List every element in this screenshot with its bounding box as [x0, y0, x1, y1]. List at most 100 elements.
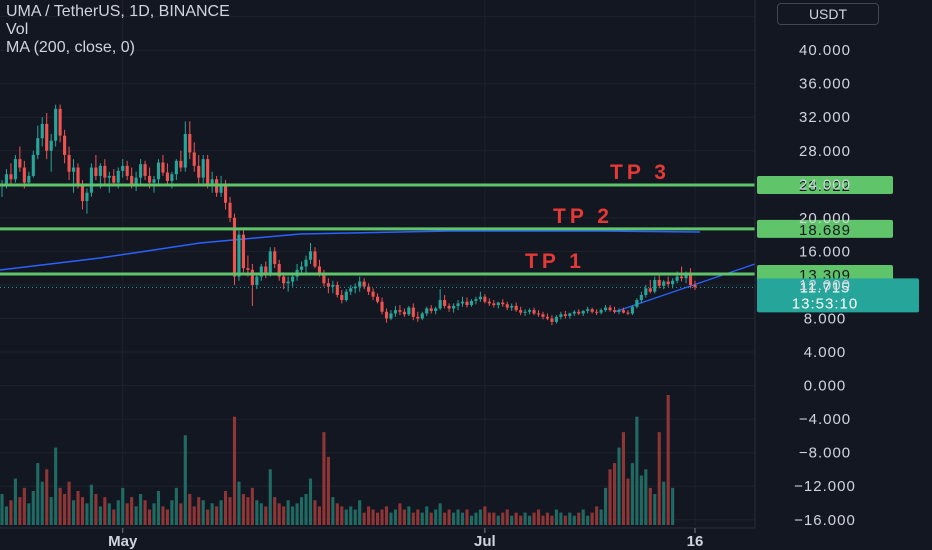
candle-body	[94, 167, 98, 176]
volume-bar	[125, 503, 129, 525]
candle-body	[617, 310, 621, 312]
candle-body	[429, 308, 433, 311]
candle-body	[152, 179, 156, 183]
volume-bar	[528, 515, 532, 525]
candle-body	[282, 276, 286, 284]
candle-body	[54, 108, 58, 141]
candle-body	[362, 281, 366, 287]
candle-body	[599, 310, 603, 313]
candle-body	[528, 310, 532, 312]
candle-body	[58, 108, 62, 136]
candle-body	[349, 288, 353, 292]
volume-bar	[98, 506, 102, 525]
candle-body	[510, 305, 514, 308]
candle-body	[371, 291, 375, 297]
candle-body	[425, 308, 429, 314]
candle-body	[286, 281, 290, 284]
time-axis[interactable]: May Jul 16	[0, 527, 755, 550]
chart-legend: UMA / TetherUS, 1D, BINANCE Vol MA (200,…	[6, 3, 230, 57]
volume-bar	[40, 481, 44, 525]
volume-bar	[487, 512, 491, 525]
candle-body	[13, 159, 17, 180]
candle-body	[40, 123, 44, 139]
candle-body	[134, 177, 138, 185]
volume-bar	[147, 509, 152, 525]
candle-body	[308, 251, 313, 260]
price-tick-label: 20.000	[799, 210, 851, 227]
candle-body	[71, 167, 76, 172]
volume-bar	[192, 506, 196, 525]
ma-200-line	[0, 230, 701, 271]
volume-bar	[31, 490, 35, 525]
volume-bar	[232, 416, 237, 525]
time-tick-label: 16	[687, 533, 704, 550]
vol-indicator-label[interactable]: Vol	[6, 21, 29, 38]
candle-body	[675, 276, 679, 281]
ma-line	[0, 230, 701, 271]
volume-bars	[0, 395, 675, 525]
volume-bar	[469, 515, 474, 525]
candle-body	[125, 165, 129, 176]
candle-body	[174, 160, 178, 175]
candle-body	[335, 284, 339, 296]
candle-body	[49, 140, 53, 151]
candle-body	[112, 175, 116, 183]
volume-bar	[13, 478, 17, 525]
volume-bar	[201, 500, 205, 525]
price-axis[interactable]: 44.00040.00036.00032.00028.00024.00020.0…	[754, 0, 856, 529]
candle-body	[586, 309, 590, 311]
volume-bar	[45, 469, 49, 525]
last-price-countdown: 13:53:10	[792, 295, 858, 312]
price-tick-label: −16.000	[794, 512, 856, 529]
currency-button[interactable]: USDT	[777, 3, 879, 25]
volume-bar	[228, 497, 232, 525]
volume-bar	[304, 494, 308, 525]
candle-body	[474, 299, 478, 301]
candle-body	[27, 175, 31, 183]
candle-body	[340, 295, 344, 301]
volume-bar	[313, 500, 317, 525]
candle-body	[264, 266, 268, 275]
candle-body	[545, 316, 550, 319]
volume-bar	[653, 494, 657, 525]
candle-body	[653, 279, 657, 292]
candle-body	[197, 165, 201, 178]
volume-bar	[219, 500, 223, 525]
volume-bar	[577, 512, 581, 525]
volume-bar	[161, 506, 165, 525]
candle-body	[80, 184, 85, 202]
volume-bar	[581, 509, 585, 525]
candle-body	[63, 135, 67, 155]
volume-bar	[505, 509, 509, 525]
volume-bar	[143, 500, 147, 525]
symbol-title[interactable]: UMA / TetherUS, 1D, BINANCE	[6, 3, 230, 20]
volume-bar	[188, 494, 192, 525]
ma-indicator-label[interactable]: MA (200, close, 0)	[6, 39, 135, 56]
candle-body	[680, 276, 684, 279]
candle-body	[147, 175, 152, 183]
volume-bar	[666, 395, 670, 525]
volume-bar	[612, 463, 617, 525]
volume-bar	[215, 506, 219, 525]
volume-bar	[349, 506, 353, 525]
volume-bar	[639, 475, 643, 525]
volume-bar	[165, 509, 169, 525]
volume-bar	[380, 509, 384, 525]
candle-body	[299, 266, 304, 270]
volume-bar	[27, 503, 31, 525]
volume-bar	[662, 481, 666, 525]
volume-bar	[474, 512, 478, 525]
candle-body	[577, 311, 581, 314]
candle-body	[188, 133, 192, 153]
volume-bar	[317, 506, 322, 525]
candle-body	[259, 266, 263, 277]
volume-bar	[152, 503, 156, 525]
candle-body	[36, 138, 40, 155]
candle-body	[89, 167, 93, 193]
volume-bar	[282, 506, 286, 525]
candle-body	[407, 307, 411, 315]
candle-body	[438, 300, 442, 309]
volume-bar	[648, 487, 652, 525]
volume-bar	[367, 506, 371, 525]
